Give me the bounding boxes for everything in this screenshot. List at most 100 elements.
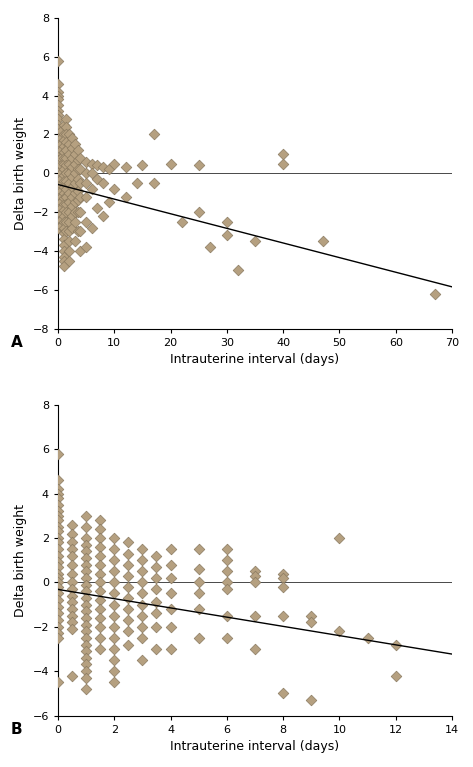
- Point: [139, 554, 146, 566]
- Point: [195, 543, 202, 555]
- Point: [251, 576, 259, 588]
- Point: [68, 518, 76, 531]
- Point: [54, 543, 62, 555]
- Y-axis label: Delta birth weight: Delta birth weight: [14, 504, 27, 617]
- Point: [139, 632, 146, 644]
- Point: [60, 169, 67, 181]
- Point: [60, 193, 67, 205]
- Point: [54, 216, 62, 228]
- Point: [99, 161, 107, 173]
- Point: [82, 598, 90, 611]
- Point: [62, 206, 70, 218]
- Point: [336, 625, 343, 637]
- Point: [68, 161, 76, 173]
- Point: [77, 225, 84, 238]
- Point: [54, 561, 62, 573]
- Point: [74, 143, 81, 156]
- Point: [65, 138, 73, 150]
- Point: [65, 225, 73, 238]
- Point: [68, 132, 76, 144]
- Point: [139, 543, 146, 555]
- Point: [54, 581, 62, 593]
- Point: [57, 202, 65, 214]
- Point: [111, 183, 118, 195]
- Point: [54, 119, 62, 131]
- Point: [54, 505, 62, 518]
- Point: [153, 596, 160, 608]
- Point: [195, 576, 202, 588]
- Point: [65, 186, 73, 199]
- Point: [251, 235, 259, 247]
- Point: [280, 568, 287, 580]
- Point: [71, 206, 79, 218]
- Point: [65, 167, 73, 179]
- Point: [71, 186, 79, 199]
- Point: [139, 565, 146, 578]
- Point: [96, 558, 104, 571]
- Point: [124, 603, 132, 615]
- Point: [88, 183, 96, 195]
- Point: [62, 113, 70, 125]
- Point: [431, 288, 439, 300]
- Point: [54, 521, 62, 533]
- Point: [71, 196, 79, 209]
- Point: [195, 603, 202, 615]
- Point: [336, 532, 343, 544]
- Point: [223, 565, 231, 578]
- Point: [94, 173, 101, 185]
- Point: [57, 190, 65, 202]
- Point: [68, 568, 76, 580]
- Point: [60, 245, 67, 257]
- Point: [68, 152, 76, 164]
- Point: [280, 572, 287, 584]
- Point: [54, 160, 62, 172]
- Point: [82, 538, 90, 551]
- Point: [223, 216, 231, 228]
- Point: [251, 565, 259, 578]
- Point: [54, 163, 62, 176]
- Point: [153, 583, 160, 595]
- Point: [74, 185, 81, 197]
- Point: [60, 210, 67, 222]
- Point: [139, 160, 146, 172]
- Point: [60, 186, 67, 199]
- Point: [77, 152, 84, 164]
- Point: [82, 545, 90, 558]
- Point: [94, 202, 101, 214]
- Point: [167, 543, 175, 555]
- Point: [82, 585, 90, 597]
- Point: [111, 654, 118, 667]
- Point: [54, 676, 62, 688]
- Point: [111, 157, 118, 170]
- Point: [111, 554, 118, 566]
- Point: [139, 588, 146, 600]
- Point: [167, 558, 175, 571]
- Point: [68, 142, 76, 154]
- Point: [307, 616, 315, 628]
- Point: [139, 654, 146, 667]
- Point: [54, 143, 62, 156]
- Point: [153, 607, 160, 620]
- Point: [57, 152, 65, 164]
- Point: [62, 216, 70, 228]
- Point: [77, 206, 84, 218]
- Point: [96, 523, 104, 535]
- Point: [62, 128, 70, 140]
- Point: [54, 105, 62, 117]
- Point: [223, 610, 231, 622]
- Point: [178, 216, 185, 228]
- Point: [60, 128, 67, 140]
- Point: [82, 605, 90, 617]
- Point: [82, 551, 90, 564]
- Point: [96, 532, 104, 544]
- Point: [82, 638, 90, 650]
- Point: [82, 683, 90, 695]
- Point: [65, 235, 73, 247]
- Point: [111, 565, 118, 578]
- Point: [82, 658, 90, 670]
- Point: [54, 138, 62, 150]
- Point: [105, 163, 113, 176]
- Point: [82, 565, 90, 578]
- Point: [153, 643, 160, 655]
- Point: [60, 198, 67, 210]
